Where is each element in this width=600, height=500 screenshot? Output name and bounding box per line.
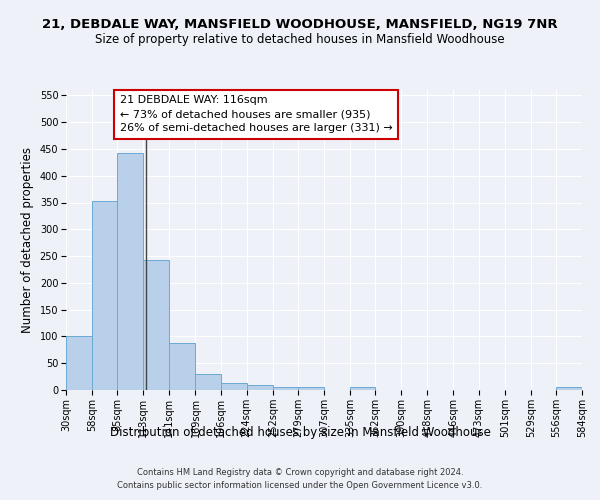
Bar [273, 388, 298, 390]
Bar [92, 202, 117, 390]
Bar [169, 343, 196, 390]
Bar [143, 260, 169, 390]
Text: 21 DEBDALE WAY: 116sqm
← 73% of detached houses are smaller (935)
26% of semi-de: 21 DEBDALE WAY: 116sqm ← 73% of detached… [120, 96, 393, 134]
Bar [196, 374, 221, 390]
Text: Distribution of detached houses by size in Mansfield Woodhouse: Distribution of detached houses by size … [110, 426, 490, 439]
Y-axis label: Number of detached properties: Number of detached properties [21, 147, 34, 333]
Text: 21, DEBDALE WAY, MANSFIELD WOODHOUSE, MANSFIELD, NG19 7NR: 21, DEBDALE WAY, MANSFIELD WOODHOUSE, MA… [42, 18, 558, 30]
Text: Contains public sector information licensed under the Open Government Licence v3: Contains public sector information licen… [118, 480, 482, 490]
Bar [117, 152, 143, 390]
Bar [556, 388, 582, 390]
Text: Size of property relative to detached houses in Mansfield Woodhouse: Size of property relative to detached ho… [95, 32, 505, 46]
Bar [247, 385, 273, 390]
Bar [298, 388, 324, 390]
Text: Contains HM Land Registry data © Crown copyright and database right 2024.: Contains HM Land Registry data © Crown c… [137, 468, 463, 477]
Bar [350, 388, 375, 390]
Bar [221, 382, 247, 390]
Bar [66, 336, 92, 390]
